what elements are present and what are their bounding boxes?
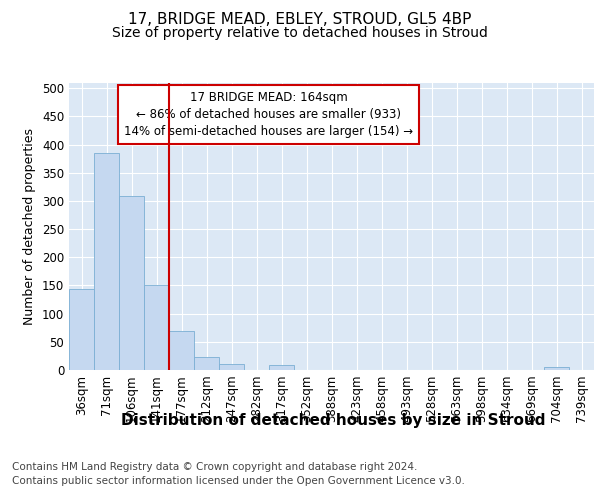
Bar	[169, 330, 194, 370]
Bar	[94, 153, 119, 370]
Text: Distribution of detached houses by size in Stroud: Distribution of detached houses by size …	[121, 412, 545, 428]
Y-axis label: Number of detached properties: Number of detached properties	[23, 128, 37, 325]
Bar	[144, 286, 169, 370]
Bar	[119, 196, 144, 370]
Text: 17, BRIDGE MEAD, EBLEY, STROUD, GL5 4BP: 17, BRIDGE MEAD, EBLEY, STROUD, GL5 4BP	[128, 12, 472, 28]
Bar	[69, 290, 94, 370]
Text: 17 BRIDGE MEAD: 164sqm
← 86% of detached houses are smaller (933)
14% of semi-de: 17 BRIDGE MEAD: 164sqm ← 86% of detached…	[124, 91, 413, 138]
Text: Contains HM Land Registry data © Crown copyright and database right 2024.: Contains HM Land Registry data © Crown c…	[12, 462, 418, 472]
Text: Size of property relative to detached houses in Stroud: Size of property relative to detached ho…	[112, 26, 488, 40]
Bar	[544, 367, 569, 370]
Bar	[269, 366, 294, 370]
Bar	[194, 357, 219, 370]
Text: Contains public sector information licensed under the Open Government Licence v3: Contains public sector information licen…	[12, 476, 465, 486]
Bar	[219, 364, 244, 370]
